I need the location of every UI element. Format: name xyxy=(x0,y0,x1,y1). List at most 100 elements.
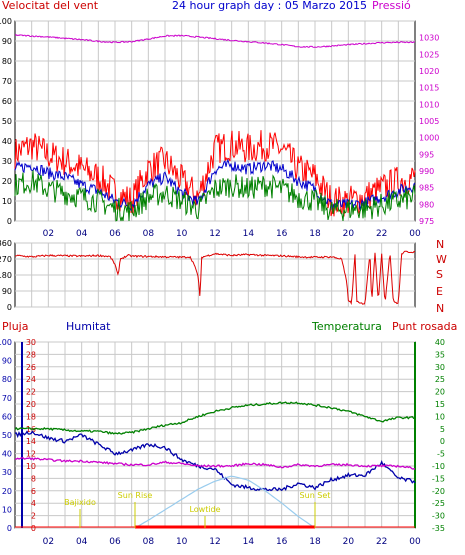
humitat-tick-label: 10 xyxy=(26,462,36,471)
x-tick-label: 12 xyxy=(209,537,220,547)
y-tick-label: 0 xyxy=(7,303,12,312)
x-tick-label: 06 xyxy=(109,229,121,239)
x-tick-label: 20 xyxy=(343,229,355,239)
x-tick-label: 00 xyxy=(409,229,421,239)
direction-label-s: S xyxy=(436,268,443,281)
y-right-tick-label: 1010 xyxy=(419,100,439,109)
pluja-tick-label: 40 xyxy=(2,450,12,459)
x-tick-label: 14 xyxy=(243,537,255,547)
temperatura-tick-label: -20 xyxy=(432,487,445,496)
temperatura-tick-label: 40 xyxy=(435,338,445,347)
pluja-tick-label: 90 xyxy=(2,357,12,366)
humitat-tick-label: 30 xyxy=(26,338,36,347)
y-left-tick-label: 40 xyxy=(2,137,12,146)
pluja-tick-label: 0 xyxy=(7,524,12,533)
x-tick-label: 10 xyxy=(176,229,188,239)
temperatura-tick-label: -10 xyxy=(432,462,445,471)
humitat-tick-label: 14 xyxy=(26,437,36,446)
wind-speed-label: Velocitat del vent xyxy=(2,0,99,12)
pressure-label: Pressió xyxy=(372,0,411,12)
temperatura-tick-label: 25 xyxy=(435,375,445,384)
event-label: Lowtide xyxy=(189,505,220,514)
y-right-tick-label: 980 xyxy=(419,200,434,209)
y-tick-label: 360 xyxy=(0,239,12,248)
temperatura-tick-label: -15 xyxy=(432,474,445,483)
series-line-pressure xyxy=(14,34,416,48)
temperatura-tick-label: -35 xyxy=(432,524,445,533)
humitat-tick-label: 6 xyxy=(31,487,36,496)
x-tick-label: 16 xyxy=(276,537,288,547)
y-right-tick-label: 1030 xyxy=(419,34,439,43)
series-line-gust xyxy=(14,130,416,217)
x-tick-label: 02 xyxy=(43,537,54,547)
event-label: Sun Set xyxy=(300,491,331,500)
chart-title: 24 hour graph day : 05 Marzo 2015 xyxy=(172,0,368,12)
y-tick-label: 270 xyxy=(0,255,12,264)
humitat-label: Humitat xyxy=(66,320,111,333)
y-right-tick-label: 990 xyxy=(419,167,434,176)
x-tick-label: 16 xyxy=(276,229,288,239)
y-left-tick-label: 30 xyxy=(2,157,12,166)
pluja-tick-label: 70 xyxy=(2,394,12,403)
x-tick-label: 18 xyxy=(309,229,321,239)
wind-direction-panel: 0 90 180 270 360 xyxy=(0,239,416,312)
y-left-tick-label: 60 xyxy=(2,97,12,106)
y-right-tick-label: 1000 xyxy=(419,134,439,143)
temperatura-tick-label: 30 xyxy=(435,363,445,372)
humitat-tick-label: 28 xyxy=(26,350,36,359)
x-tick-label: 00 xyxy=(409,537,421,547)
x-tick-label: 08 xyxy=(143,229,155,239)
series-line-humidity xyxy=(14,430,416,492)
pluja-tick-label: 80 xyxy=(2,375,12,384)
humitat-tick-label: 2 xyxy=(31,512,36,521)
pluja-tick-label: 50 xyxy=(2,431,12,440)
direction-label-w: W xyxy=(436,253,447,266)
temperatura-tick-label: 20 xyxy=(435,388,445,397)
y-left-tick-label: 90 xyxy=(2,37,12,46)
series-line-avg xyxy=(14,158,416,212)
y-left-tick-label: 10 xyxy=(2,197,12,206)
humitat-tick-label: 8 xyxy=(31,474,36,483)
y-left-tick-label: 0 xyxy=(7,217,12,226)
x-tick-label: 14 xyxy=(243,229,255,239)
pluja-tick-label: 60 xyxy=(2,412,12,421)
y-right-tick-label: 1015 xyxy=(419,84,439,93)
direction-label-n2: N xyxy=(436,302,445,315)
pluja-tick-label: 30 xyxy=(2,468,12,477)
x-tick-label: 12 xyxy=(209,229,220,239)
series-line-direction xyxy=(14,250,416,306)
x-tick-label: 18 xyxy=(309,537,321,547)
y-right-tick-label: 985 xyxy=(419,184,434,193)
temperatura-tick-label: 5 xyxy=(440,425,445,434)
humidity-temperature-panel: 0102030405060708090100024681012141618202… xyxy=(0,338,445,547)
y-right-tick-label: 1025 xyxy=(419,50,439,59)
y-tick-label: 90 xyxy=(2,287,12,296)
y-left-tick-label: 100 xyxy=(0,17,12,26)
temperatura-tick-label: -30 xyxy=(432,512,445,521)
series-line-speed xyxy=(14,170,416,222)
event-label: Bajixido xyxy=(64,498,96,507)
x-tick-label: 22 xyxy=(376,229,387,239)
humitat-tick-label: 22 xyxy=(26,388,36,397)
x-tick-label: 06 xyxy=(109,537,121,547)
series-line-temperature xyxy=(14,401,416,435)
x-tick-label: 02 xyxy=(43,229,54,239)
series-line-dewpoint xyxy=(15,456,416,470)
temperatura-tick-label: -25 xyxy=(432,499,445,508)
direction-label-n: N xyxy=(436,238,445,251)
punt-rosada-label: Punt rosada xyxy=(392,320,458,333)
x-tick-label: 04 xyxy=(76,229,88,239)
temperatura-tick-label: -5 xyxy=(437,450,445,459)
temperatura-tick-label: 35 xyxy=(435,350,445,359)
y-tick-label: 180 xyxy=(0,271,12,280)
humitat-tick-label: 12 xyxy=(26,450,36,459)
x-tick-label: 04 xyxy=(76,537,88,547)
humitat-tick-label: 0 xyxy=(31,524,36,533)
humitat-tick-label: 24 xyxy=(26,375,36,384)
pluja-tick-label: 10 xyxy=(2,505,12,514)
direction-label-e: E xyxy=(436,285,443,298)
pluja-tick-label: 100 xyxy=(0,338,12,347)
x-tick-label: 10 xyxy=(176,537,188,547)
temperatura-tick-label: 10 xyxy=(435,412,445,421)
humitat-tick-label: 26 xyxy=(26,363,36,372)
